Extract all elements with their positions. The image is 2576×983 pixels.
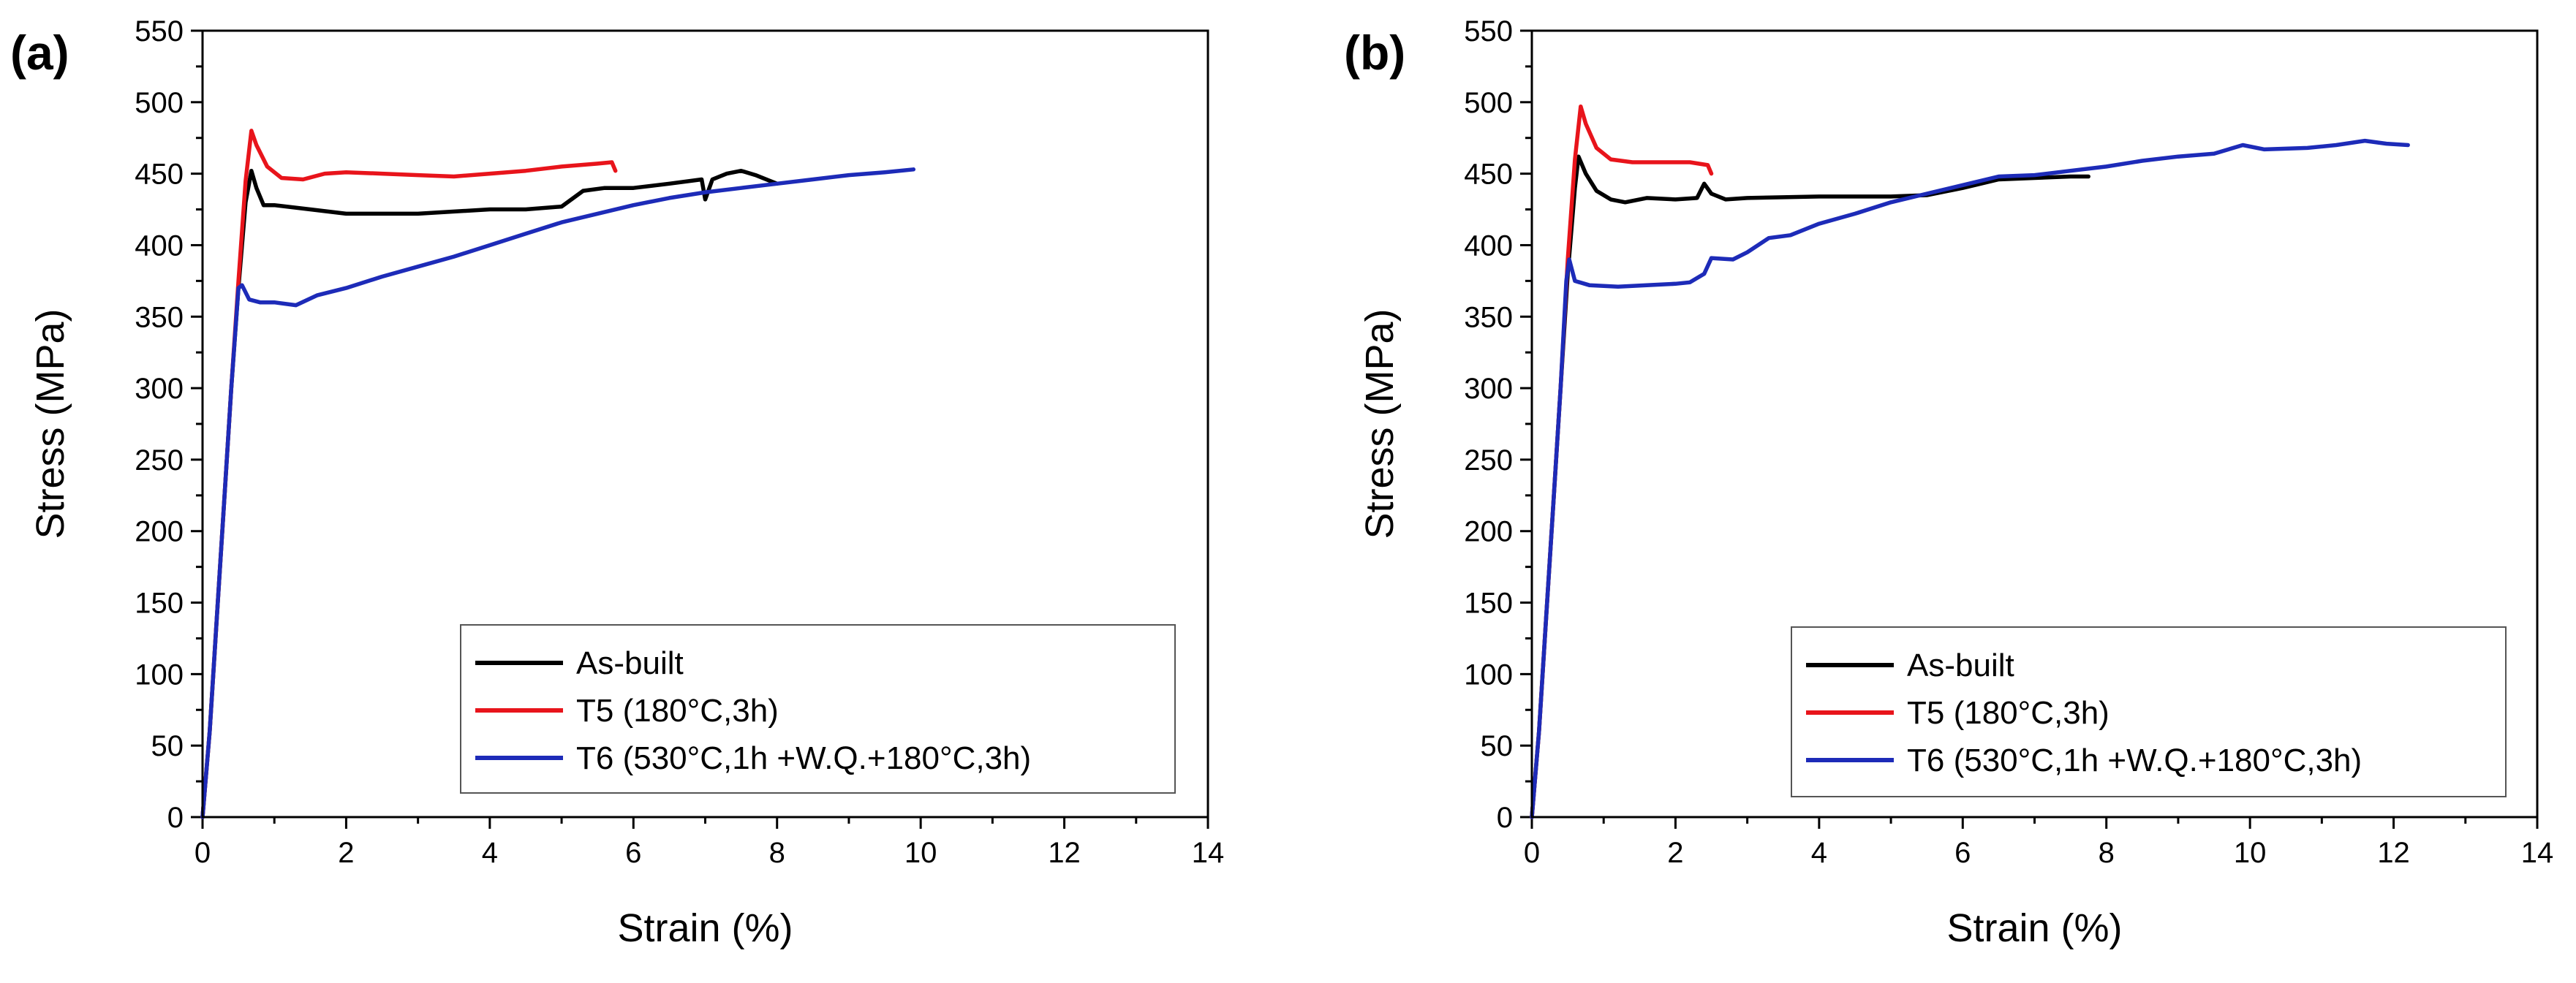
x-tick-label: 8 bbox=[2099, 837, 2115, 869]
y-tick-label: 450 bbox=[1464, 159, 1513, 191]
y-tick-label: 400 bbox=[1464, 229, 1513, 262]
x-tick-label: 12 bbox=[2377, 837, 2410, 869]
panel-label: (a) bbox=[10, 26, 69, 80]
series-line-3 bbox=[200, 167, 916, 819]
legend-label-2: T5 (180°C,3h) bbox=[576, 693, 779, 729]
y-tick-label: 350 bbox=[135, 301, 184, 333]
y-tick-label: 0 bbox=[167, 802, 184, 834]
plot-frame bbox=[1530, 29, 2539, 819]
legend-label-1: As-built bbox=[1907, 648, 2014, 683]
x-tick-label: 0 bbox=[194, 837, 211, 869]
x-tick-label: 2 bbox=[338, 837, 354, 869]
x-tick-label: 4 bbox=[482, 837, 498, 869]
y-tick-label: 500 bbox=[135, 87, 184, 119]
x-axis-label: Strain (%) bbox=[1946, 906, 2122, 950]
y-tick-label: 100 bbox=[1464, 659, 1513, 691]
y-tick-label: 450 bbox=[135, 159, 184, 191]
y-tick-label: 350 bbox=[1464, 301, 1513, 333]
x-tick-label: 4 bbox=[1811, 837, 1827, 869]
legend-label-1: As-built bbox=[576, 645, 684, 681]
series-line-3 bbox=[1530, 138, 2410, 819]
y-tick-label: 400 bbox=[135, 229, 184, 262]
series-line-2 bbox=[1530, 104, 1714, 819]
y-axis-label: Stress (MPa) bbox=[1358, 308, 1402, 539]
legend-box bbox=[460, 624, 1176, 794]
y-tick-label: 300 bbox=[135, 373, 184, 405]
y-tick-label: 500 bbox=[1464, 87, 1513, 119]
y-tick-label: 50 bbox=[1481, 730, 1514, 762]
y-tick-label: 200 bbox=[1464, 516, 1513, 548]
plot-frame bbox=[201, 29, 1209, 819]
chart-panel-0: (a) 0 2 4 6 8 10 12 14 0 50 100 150 200 250 300 350 400 45… bbox=[10, 15, 1224, 950]
x-tick-label: 0 bbox=[1524, 837, 1540, 869]
x-tick-label: 10 bbox=[904, 837, 937, 869]
y-tick-label: 150 bbox=[1464, 588, 1513, 620]
y-tick-label: 200 bbox=[135, 516, 184, 548]
y-tick-label: 0 bbox=[1497, 802, 1513, 834]
legend-label-2: T5 (180°C,3h) bbox=[1907, 695, 2109, 731]
y-tick-label: 100 bbox=[135, 659, 184, 691]
legend-label-3: T6 (530°C,1h +W.Q.+180°C,3h) bbox=[1907, 743, 2362, 778]
x-tick-label: 6 bbox=[1954, 837, 1971, 869]
y-tick-label: 300 bbox=[1464, 373, 1513, 405]
legend-label-3: T6 (530°C,1h +W.Q.+180°C,3h) bbox=[576, 740, 1031, 776]
y-axis-label: Stress (MPa) bbox=[29, 308, 72, 539]
x-tick-label: 6 bbox=[625, 837, 641, 869]
panel-label: (b) bbox=[1344, 26, 1405, 80]
y-tick-label: 550 bbox=[1464, 15, 1513, 48]
chart-panel-1: (b) 0 2 4 6 8 10 12 14 0 50 100 150 200 250 300 350 400 45… bbox=[1344, 15, 2553, 950]
x-tick-label: 12 bbox=[1048, 837, 1081, 869]
legend-box bbox=[1791, 626, 2507, 797]
x-tick-label: 10 bbox=[2234, 837, 2267, 869]
x-tick-label: 14 bbox=[2521, 837, 2554, 869]
y-tick-label: 250 bbox=[135, 444, 184, 477]
x-axis-label: Strain (%) bbox=[617, 906, 793, 950]
y-tick-label: 250 bbox=[1464, 444, 1513, 477]
x-tick-label: 14 bbox=[1192, 837, 1225, 869]
x-tick-label: 2 bbox=[1667, 837, 1683, 869]
y-tick-label: 150 bbox=[135, 588, 184, 620]
x-tick-label: 8 bbox=[769, 837, 785, 869]
y-tick-label: 50 bbox=[151, 730, 184, 762]
y-tick-label: 550 bbox=[135, 15, 184, 48]
